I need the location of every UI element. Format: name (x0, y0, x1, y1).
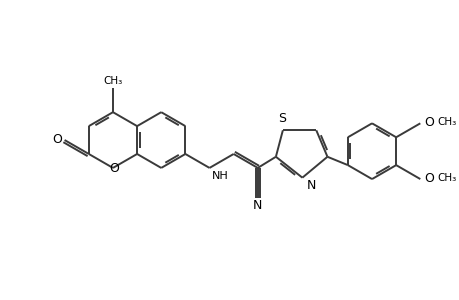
Text: N: N (306, 179, 315, 192)
Text: CH₃: CH₃ (437, 117, 455, 127)
Text: N: N (252, 199, 262, 212)
Text: NH: NH (211, 171, 228, 181)
Text: O: O (109, 162, 118, 176)
Text: O: O (423, 116, 433, 129)
Text: CH₃: CH₃ (103, 76, 123, 85)
Text: S: S (277, 112, 285, 125)
Text: O: O (53, 133, 62, 146)
Text: CH₃: CH₃ (437, 173, 455, 183)
Text: O: O (423, 172, 433, 184)
